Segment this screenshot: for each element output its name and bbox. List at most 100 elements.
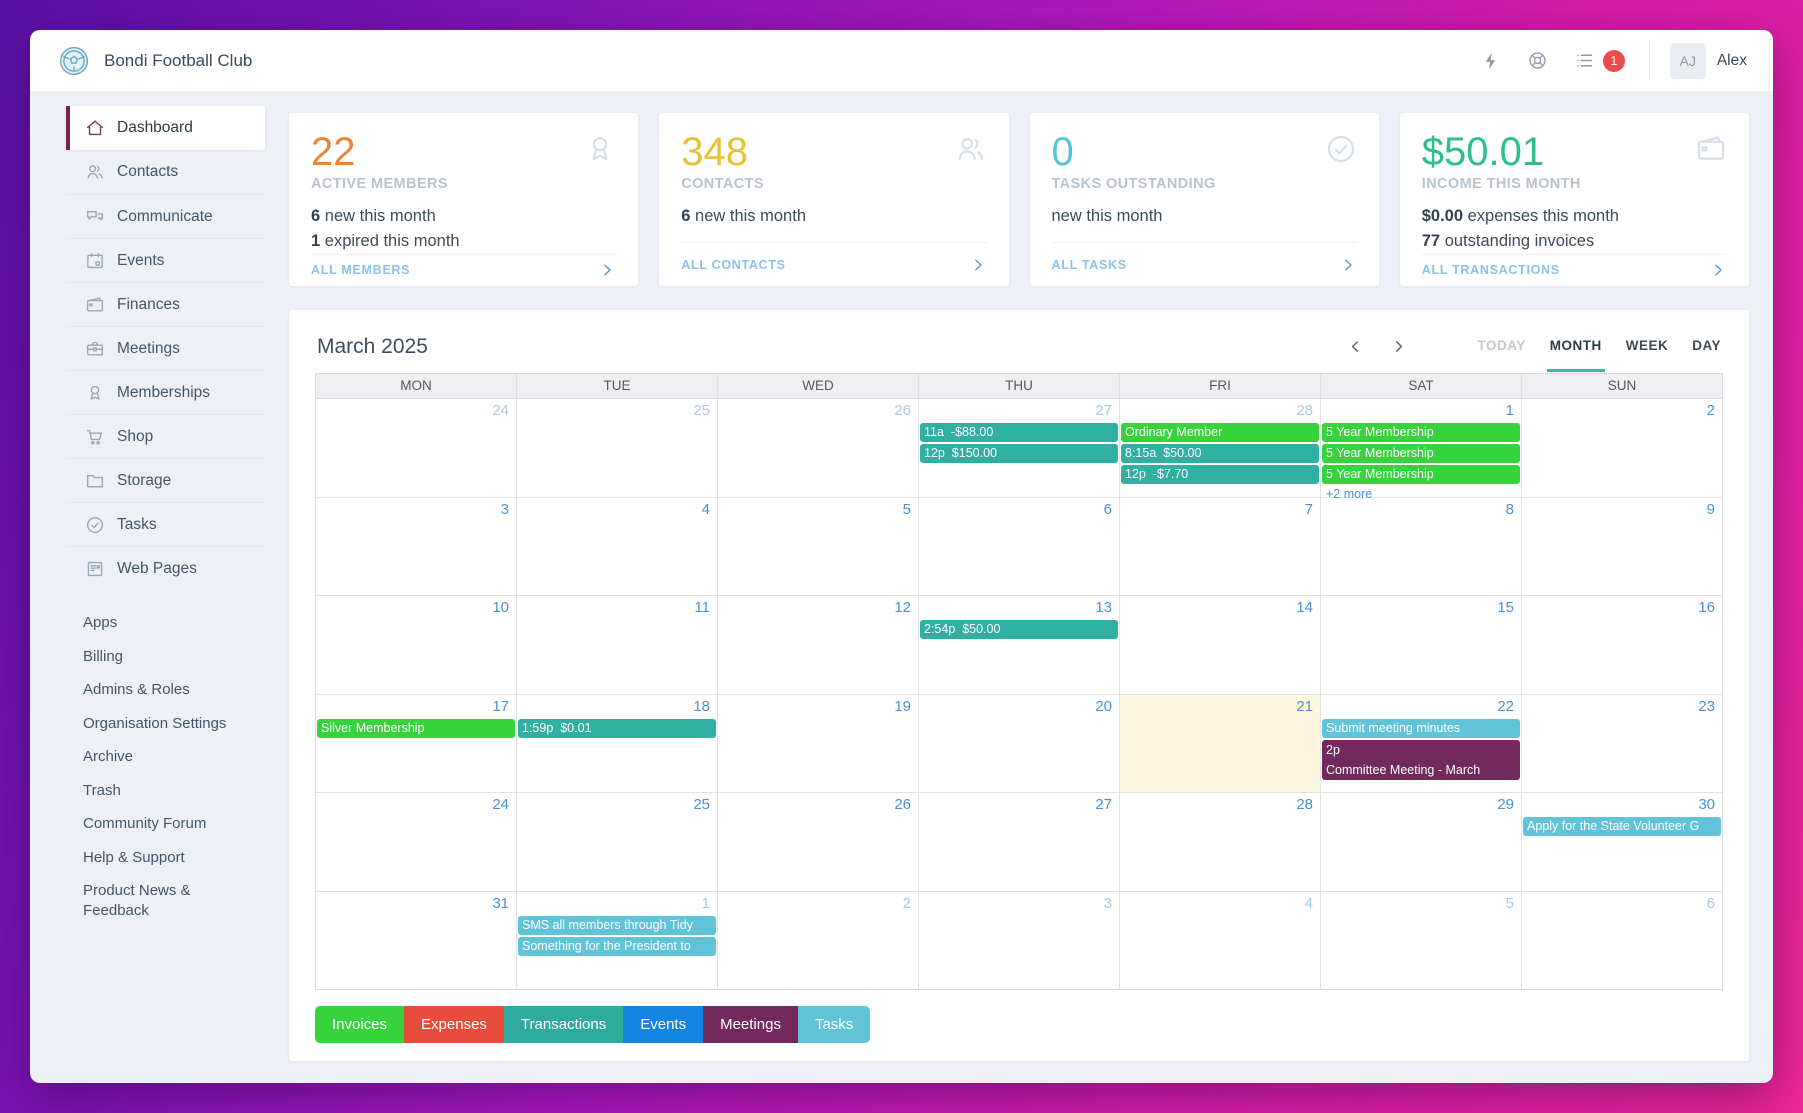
calendar-day-cell[interactable]: 15 <box>1320 596 1521 694</box>
sidebar-item-tasks[interactable]: Tasks <box>66 502 265 546</box>
sidebar-link-archive[interactable]: Archive <box>83 748 134 765</box>
calendar-event-transaction[interactable]: 1:59p $0.01 <box>518 718 716 738</box>
avatar[interactable]: AJ <box>1669 42 1706 79</box>
calendar-day-cell[interactable]: 16 <box>1521 596 1722 694</box>
calendar-event-task[interactable]: Apply for the State Volunteer G <box>1523 817 1721 836</box>
calendar-day-cell[interactable]: 5 <box>1320 891 1521 989</box>
calendar-day-cell[interactable]: 6 <box>918 497 1119 595</box>
calendar-day-cell[interactable]: 12 <box>717 596 918 694</box>
legend-button-expenses[interactable]: Expenses <box>404 1006 504 1043</box>
calendar-next-button[interactable] <box>1386 334 1411 359</box>
calendar-day-cell[interactable]: 3 <box>918 891 1119 989</box>
calendar-day-cell[interactable]: 2 <box>717 891 918 989</box>
sidebar-item-contacts[interactable]: Contacts <box>66 150 265 194</box>
calendar-day-cell[interactable]: 28 <box>1119 793 1320 891</box>
tab-week[interactable]: WEEK <box>1625 338 1669 353</box>
calendar-event-invoice[interactable]: 5 Year Membership <box>1322 444 1520 463</box>
legend-button-tasks[interactable]: Tasks <box>797 1006 871 1043</box>
calendar-day-cell[interactable]: 13 2:54p $50.00 <box>918 596 1119 694</box>
legend-button-meetings[interactable]: Meetings <box>703 1006 798 1043</box>
tab-today[interactable]: TODAY <box>1477 338 1526 353</box>
calendar-event-task[interactable]: Something for the President to <box>518 936 716 956</box>
sidebar-item-meetings[interactable]: Meetings <box>66 326 265 370</box>
sidebar-item-communicate[interactable]: Communicate <box>66 194 265 238</box>
calendar-event-transaction[interactable]: 12p $150.00 <box>920 444 1118 463</box>
calendar-event-transaction[interactable]: 2:54p $50.00 <box>920 620 1118 639</box>
calendar-prev-button[interactable] <box>1343 334 1368 359</box>
card-footer-link[interactable]: ALL CONTACTS <box>681 242 987 286</box>
calendar-day-cell[interactable]: 7 <box>1119 497 1320 595</box>
sidebar-item-dashboard[interactable]: Dashboard <box>66 106 265 150</box>
calendar-day-cell[interactable]: 1 SMS all members through Tidy Something f… <box>516 891 717 989</box>
calendar-day-cell[interactable]: 25 <box>516 399 717 497</box>
sidebar-item-storage[interactable]: Storage <box>66 458 265 502</box>
calendar-day-cell[interactable]: 30 Apply for the State Volunteer G <box>1521 793 1722 891</box>
sidebar-item-finances[interactable]: Finances <box>66 282 265 326</box>
calendar-day-cell[interactable]: 8 <box>1320 497 1521 595</box>
calendar-day-cell-today[interactable]: 21 <box>1119 694 1320 792</box>
sidebar-link-organisation-settings[interactable]: Organisation Settings <box>83 714 227 732</box>
calendar-day-cell[interactable]: 28 Ordinary Member 8:15a $50.00 12p -$7.70 <box>1119 399 1320 497</box>
more-events-link[interactable]: +2 more <box>1326 487 1373 501</box>
sidebar-link-trash[interactable]: Trash <box>83 781 121 799</box>
legend-button-invoices[interactable]: Invoices <box>315 1006 405 1043</box>
calendar-day-cell[interactable]: 24 <box>316 793 516 891</box>
legend-button-events[interactable]: Events <box>623 1006 704 1043</box>
calendar-day-cell[interactable]: 23 <box>1521 694 1722 792</box>
calendar-day-cell[interactable]: 11 <box>516 596 717 694</box>
calendar-event-transaction[interactable]: 11a -$88.00 <box>920 423 1118 442</box>
calendar-event-invoice[interactable]: 5 Year Membership <box>1322 423 1520 442</box>
calendar-day-cell[interactable]: 31 <box>316 892 516 990</box>
calendar-day-cell[interactable]: 4 <box>516 497 717 595</box>
calendar-day-cell[interactable]: 25 <box>516 793 717 891</box>
calendar-event-transaction[interactable]: 12p -$7.70 <box>1121 465 1319 484</box>
sidebar-link-admins-roles[interactable]: Admins & Roles <box>83 681 190 698</box>
calendar-day-cell[interactable]: 22 Submit meeting minutes 2p Committee Meet… <box>1320 694 1521 792</box>
help-icon[interactable] <box>1527 50 1548 71</box>
calendar-day-cell[interactable]: 5 <box>717 497 918 595</box>
calendar-event-invoice[interactable]: 5 Year Membership <box>1322 465 1520 484</box>
calendar-day-cell[interactable]: 24 <box>316 399 516 497</box>
tab-month[interactable]: MONTH <box>1546 338 1605 372</box>
user-name[interactable]: Alex <box>1716 51 1747 69</box>
sidebar-link-community-forum[interactable]: Community Forum <box>83 815 207 832</box>
calendar-day-cell[interactable]: 14 <box>1119 596 1320 694</box>
sidebar-item-events[interactable]: Events <box>66 238 265 282</box>
card-footer-link[interactable]: ALL TRANSACTIONS <box>1421 253 1727 287</box>
calendar-day-cell[interactable]: 29 <box>1320 793 1521 891</box>
calendar-event-task[interactable]: SMS all members through Tidy <box>518 915 716 935</box>
calendar-day-cell[interactable]: 27 11a -$88.00 12p $150.00 <box>918 399 1119 497</box>
sidebar-item-memberships[interactable]: Memberships <box>66 370 265 414</box>
calendar-event-invoice[interactable]: Ordinary Member <box>1121 423 1319 442</box>
calendar-day-cell[interactable]: 26 <box>717 793 918 891</box>
calendar-event-transaction[interactable]: 8:15a $50.00 <box>1121 444 1319 463</box>
calendar-day-cell[interactable]: 3 <box>316 498 516 596</box>
sidebar-link-apps[interactable]: Apps <box>83 614 118 631</box>
card-footer-link[interactable]: ALL TASKS <box>1051 242 1357 286</box>
calendar-day-cell[interactable]: 6 <box>1521 891 1722 989</box>
sidebar-item-web-pages[interactable]: Web Pages <box>66 546 265 590</box>
calendar-event-meeting[interactable]: 2p Committee Meeting - March <box>1322 739 1520 780</box>
calendar-day-cell[interactable]: 18 1:59p $0.01 <box>516 694 717 792</box>
calendar-day-cell[interactable]: 4 <box>1119 891 1320 989</box>
calendar-event-invoice[interactable]: Silver Membership <box>317 718 515 738</box>
calendar-day-cell[interactable]: 2 <box>1521 399 1722 497</box>
calendar-day-cell[interactable]: 9 <box>1521 497 1722 595</box>
notification-badge[interactable]: 1 <box>1602 49 1625 72</box>
calendar-day-cell[interactable]: 19 <box>717 694 918 792</box>
sidebar-item-shop[interactable]: Shop <box>66 414 265 458</box>
calendar-day-cell[interactable]: 26 <box>717 399 918 497</box>
legend-button-transactions[interactable]: Transactions <box>503 1006 624 1043</box>
calendar-day-cell[interactable]: 20 <box>918 694 1119 792</box>
sidebar-link-help-support[interactable]: Help & Support <box>83 848 185 866</box>
calendar-event-task[interactable]: Submit meeting minutes <box>1322 718 1520 738</box>
sidebar-link-billing[interactable]: Billing <box>83 647 124 665</box>
sidebar-link-product-news-feedback[interactable]: Product News & Feedback <box>83 882 191 919</box>
card-footer-link[interactable]: ALL MEMBERS <box>311 253 617 287</box>
quick-actions-icon[interactable] <box>1481 51 1501 71</box>
calendar-day-cell[interactable]: 1 5 Year Membership 5 Year Membership 5 Yea… <box>1320 399 1521 501</box>
calendar-day-cell[interactable]: 10 <box>316 596 516 694</box>
tab-day[interactable]: DAY <box>1692 338 1721 353</box>
calendar-day-cell[interactable]: 27 <box>918 793 1119 891</box>
activity-log-icon[interactable] <box>1574 50 1595 71</box>
